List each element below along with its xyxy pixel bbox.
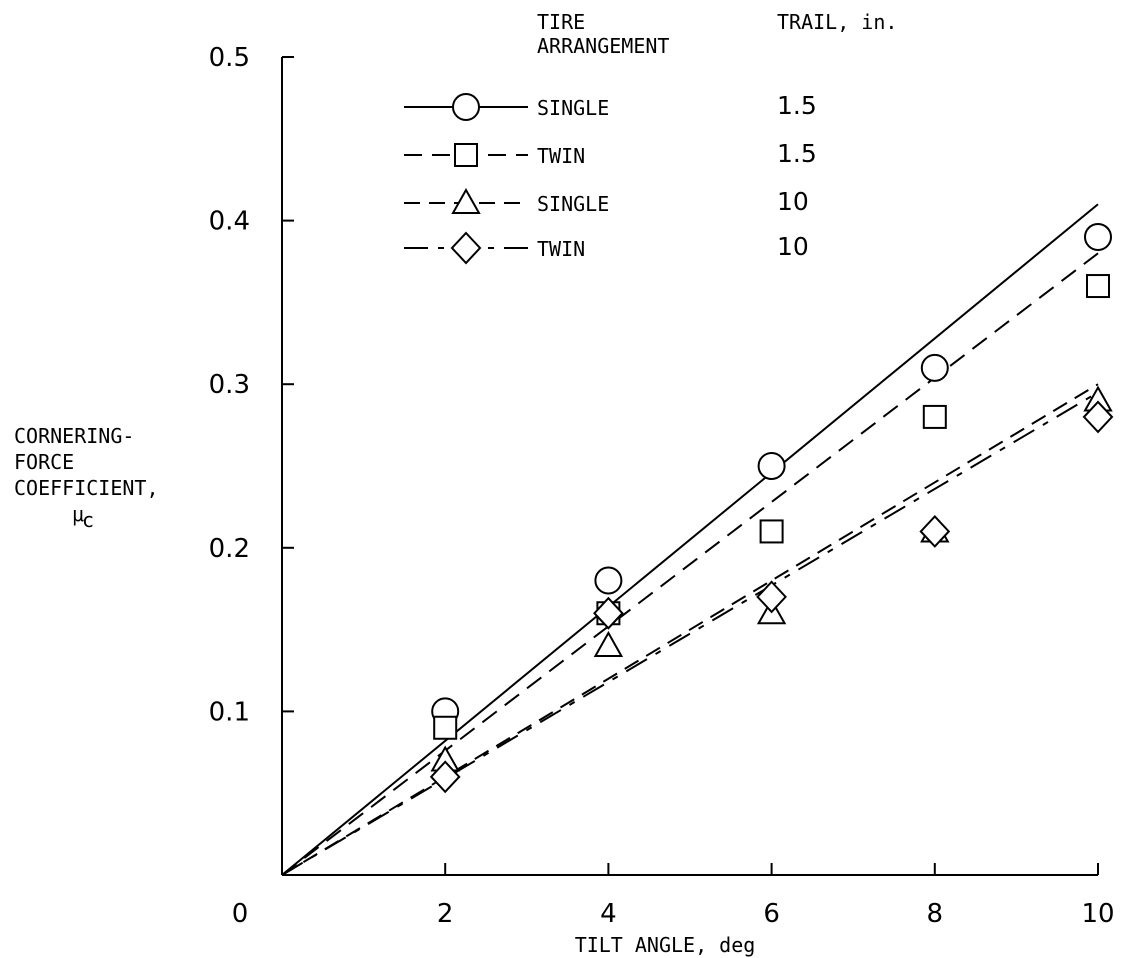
y-axis-title: COEFFICIENT, xyxy=(14,476,159,500)
circle-point xyxy=(1084,222,1112,251)
legend-arrangement-label: SINGLE xyxy=(537,192,609,216)
legend-square-icon xyxy=(454,143,478,167)
legend-arrangement-label: SINGLE xyxy=(537,96,609,120)
y-axis-title: CORNERING- xyxy=(14,424,134,448)
x-tick-label: 10 xyxy=(1081,899,1114,929)
x-tick-label: 0 xyxy=(232,899,249,929)
circle-point xyxy=(594,566,623,595)
x-tick-label: 2 xyxy=(437,899,454,929)
diamond-point xyxy=(593,596,624,630)
legend-diamond-icon xyxy=(450,231,482,265)
y-axis-title-subscript: c xyxy=(82,508,94,532)
y-axis-title: FORCE xyxy=(14,450,74,474)
square-point xyxy=(922,404,947,429)
x-tick-label: 8 xyxy=(927,899,944,929)
x-axis-title: TILT ANGLE, deg xyxy=(575,933,756,957)
legend-arrangement-label: TWIN xyxy=(537,237,585,261)
y-tick-label: 0.5 xyxy=(209,43,250,73)
legend-triangle-icon xyxy=(451,187,481,214)
y-tick-label: 0.2 xyxy=(209,534,250,564)
legend-header-arrangement: ARRANGEMENT xyxy=(537,34,669,58)
fit-lines xyxy=(281,203,1099,876)
triangle-point xyxy=(593,630,624,657)
square-point xyxy=(759,519,784,544)
legend-header-arrangement: TIRE xyxy=(537,10,585,34)
y-tick-label: 0.1 xyxy=(209,697,250,727)
legend-circle-icon xyxy=(452,93,480,121)
fit-line-circle xyxy=(281,203,1099,876)
square-point xyxy=(433,715,458,740)
legend-trail-value: 10 xyxy=(777,187,809,216)
legend-header-trail: TRAIL, in. xyxy=(777,10,897,34)
y-tick-label: 0.4 xyxy=(209,207,250,237)
diamond-point xyxy=(429,760,461,794)
square-point xyxy=(1086,274,1110,299)
diamond-point xyxy=(1082,400,1114,434)
x-tick-label: 4 xyxy=(600,899,617,929)
circle-point xyxy=(757,452,786,480)
fit-line-square xyxy=(281,252,1099,876)
data-markers xyxy=(429,222,1114,794)
axes: 0.1 0.2 0.3 0.4 0.5 0 2 4 6 8 10 TILT ANGLE, deg COR… xyxy=(14,43,1115,957)
legend-trail-value: 10 xyxy=(777,232,809,261)
circle-point xyxy=(920,353,949,382)
y-tick-label: 0.3 xyxy=(209,370,250,400)
legend-arrangement-label: TWIN xyxy=(537,144,585,168)
diamond-point xyxy=(919,514,951,548)
x-tick-label: 6 xyxy=(763,899,780,929)
y-axis-title-symbol: μ xyxy=(72,502,84,526)
legend-trail-value: 1.5 xyxy=(777,91,817,120)
fit-line-triangle xyxy=(281,383,1099,876)
legend-trail-value: 1.5 xyxy=(777,139,817,168)
fit-line-diamond xyxy=(281,391,1099,876)
diamond-point xyxy=(756,580,787,614)
